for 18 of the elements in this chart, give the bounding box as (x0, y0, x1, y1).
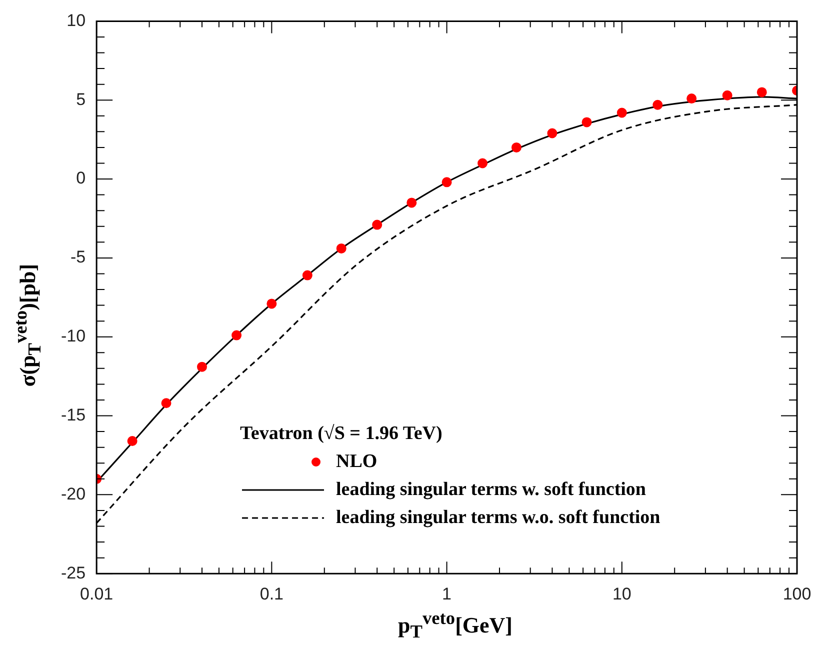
y-tick-label: 5 (76, 90, 86, 109)
legend-label: leading singular terms w. soft function (336, 478, 646, 502)
y-tick-label: -25 (60, 563, 86, 582)
y-tick-label: 0 (76, 168, 86, 188)
legend-label: NLO (336, 450, 378, 474)
y-tick-label: -15 (60, 405, 86, 424)
x-tick-label: 0.1 (260, 584, 284, 604)
x-tick-label: 100 (782, 584, 812, 604)
x-axis-title: p$_{T}$$^{veto}$[GeV] (398, 608, 512, 643)
x-tick-label: 1 (442, 584, 452, 604)
x-tick-label: 0.01 (80, 584, 114, 604)
legend-label: leading singular terms w.o. soft function (336, 506, 660, 530)
x-tick-label: 10 (612, 584, 632, 604)
legend-title: Tevatron (√S = 1.96 TeV) (239, 422, 444, 446)
y-tick-label: -20 (60, 484, 86, 504)
y-tick-label: 10 (66, 10, 86, 30)
y-tick-label: -5 (70, 248, 86, 267)
y-tick-label: -10 (60, 326, 86, 346)
